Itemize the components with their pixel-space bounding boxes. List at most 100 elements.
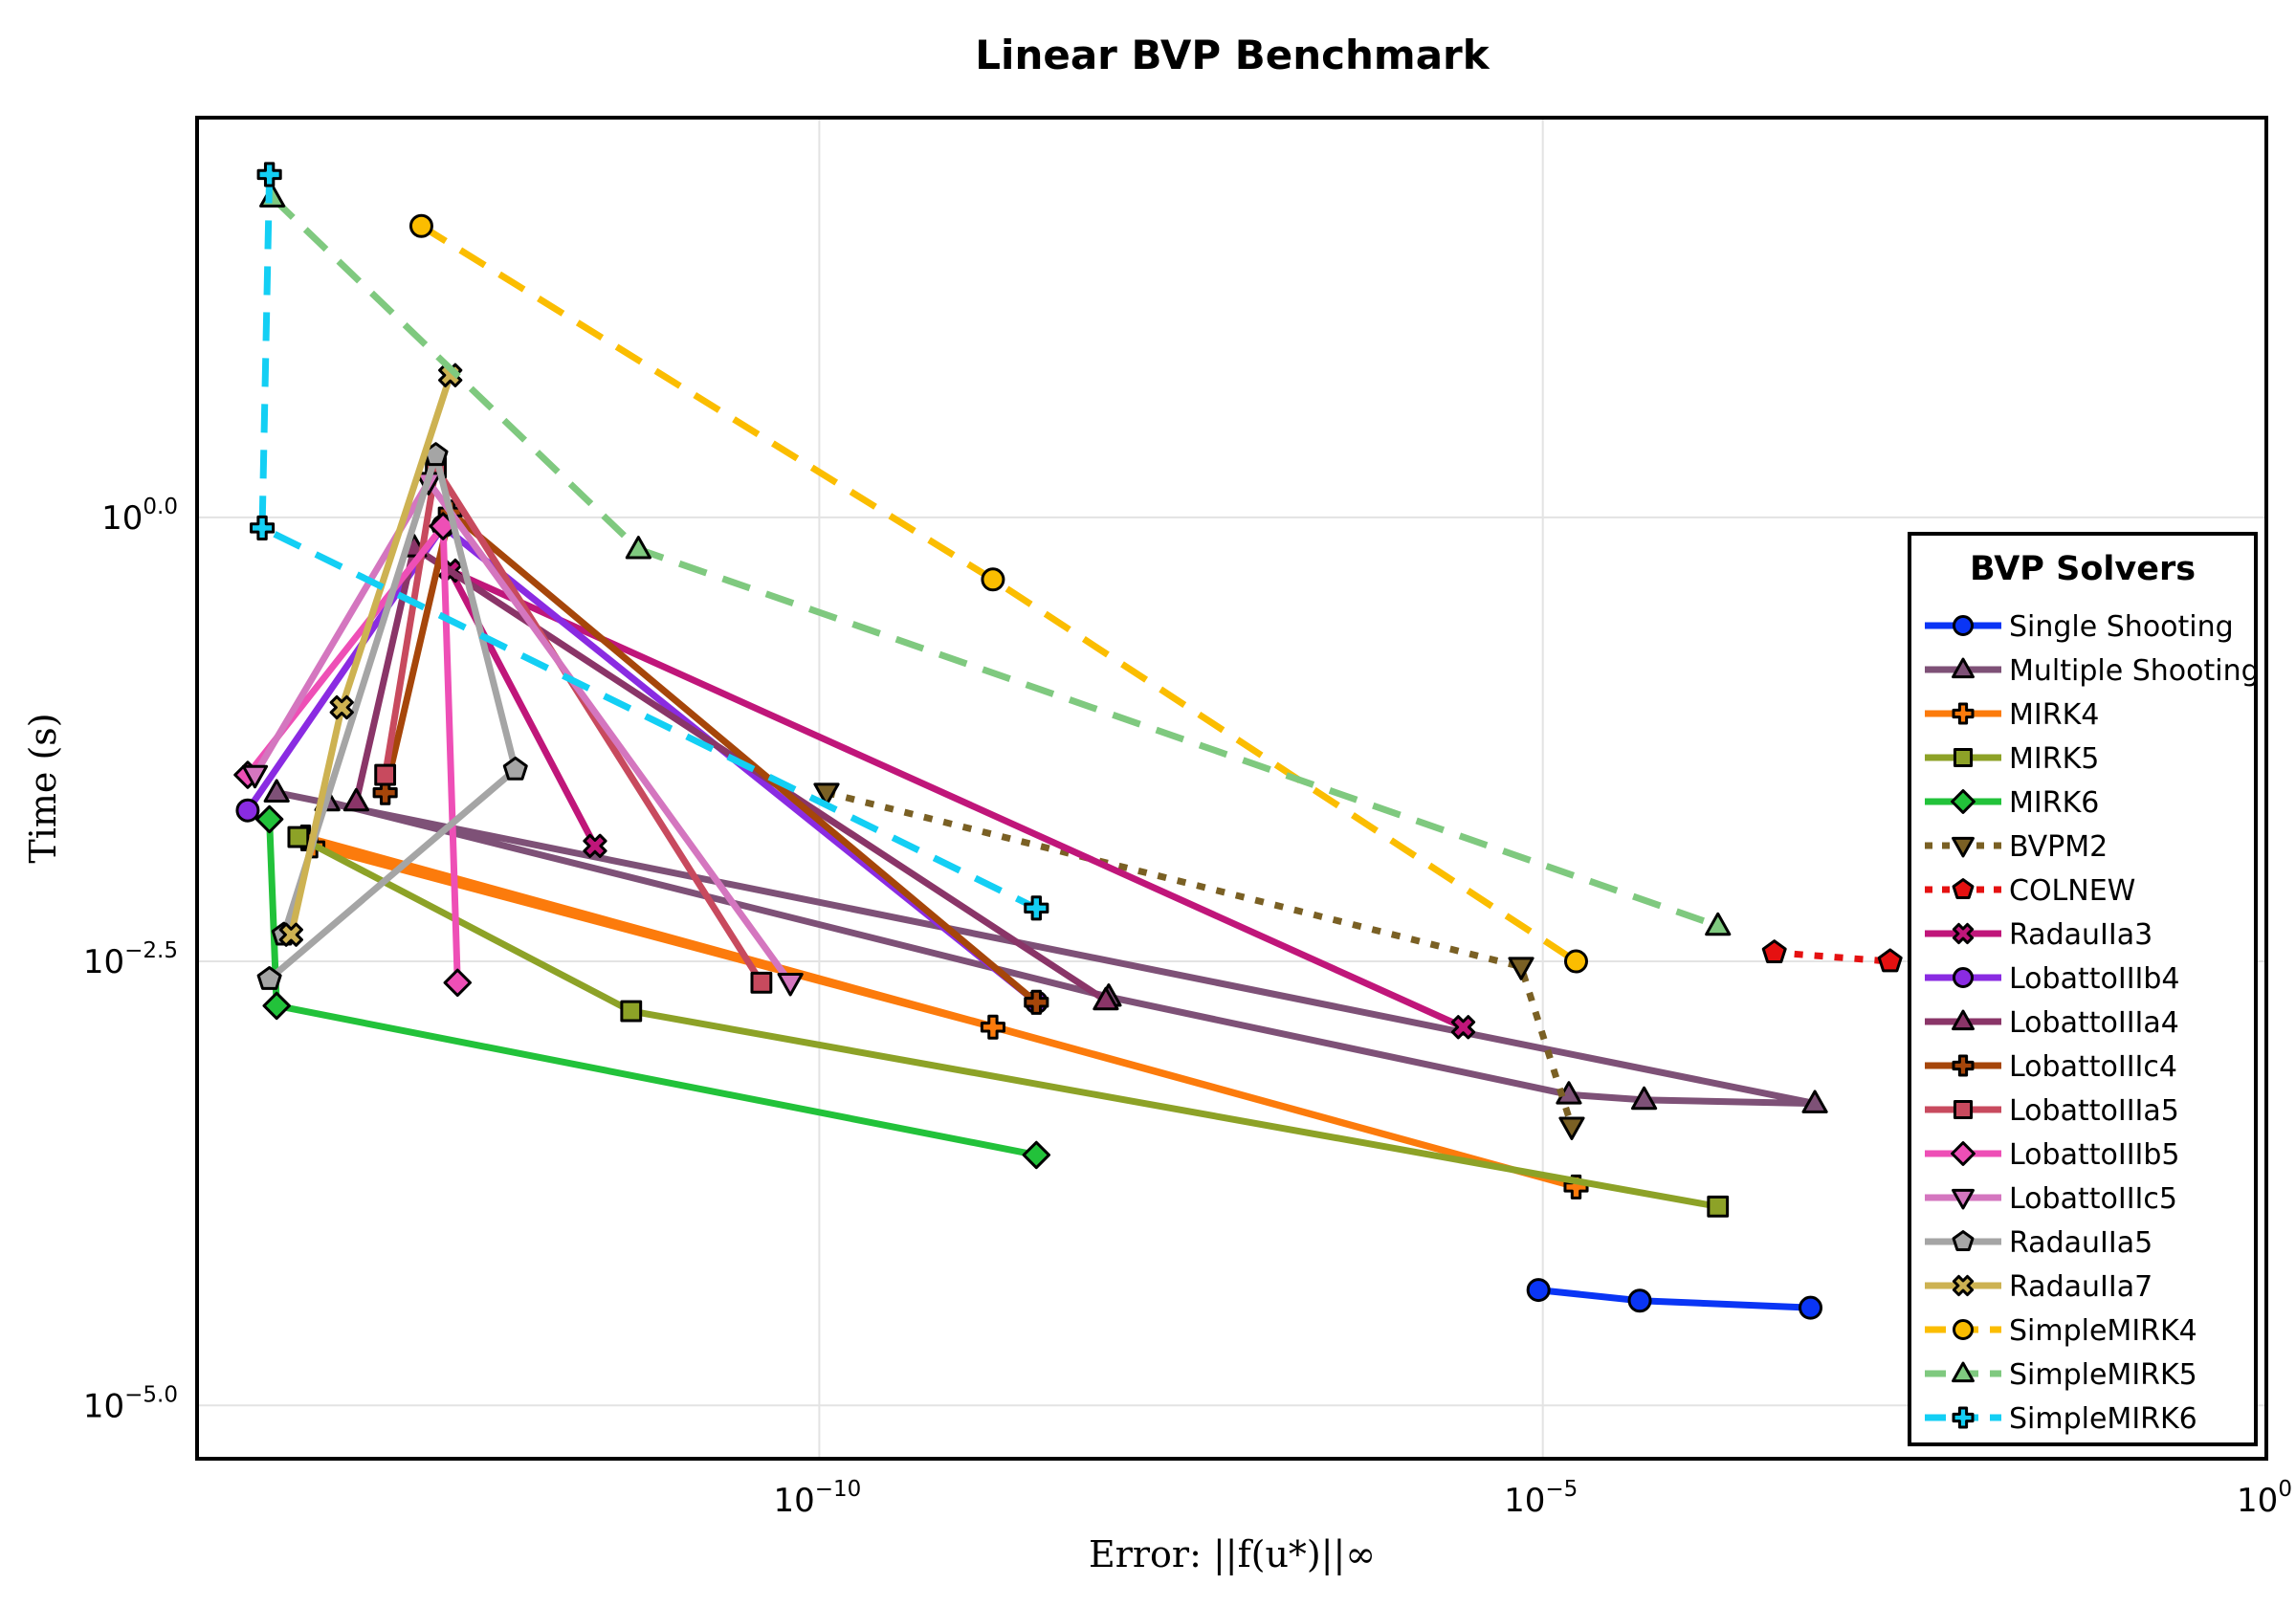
- x-axis-ticks: 10−10 10−5 100: [774, 1477, 2292, 1520]
- legend-label: MIRK4: [2009, 698, 2099, 732]
- legend-swatch-marker: [1952, 1054, 1975, 1077]
- data-point-simplemirk4: [1563, 949, 1588, 974]
- legend-item-radauiia3: RadauIIa3: [1925, 918, 2152, 952]
- series-mirk5: [287, 826, 1730, 1218]
- x-axis-label: Error: ||f(u*)||∞: [1089, 1533, 1376, 1575]
- legend-swatch-marker: [1952, 1406, 1975, 1429]
- data-point-simplemirk5: [1705, 912, 1732, 936]
- legend-label: SimpleMIRK5: [2009, 1358, 2197, 1392]
- data-point-simplemirk6: [1024, 895, 1049, 921]
- legend-items: Single Shooting Multiple Shooting MIRK4 MIR…: [1925, 610, 2260, 1436]
- legend-item-lobattoiiia4: LobattoIIIa4: [1925, 1006, 2179, 1040]
- data-point-radauiia5: [502, 756, 528, 781]
- legend-item-simplemirk5: SimpleMIRK5: [1925, 1358, 2197, 1392]
- series-mirk6: [254, 804, 1051, 1170]
- legend-item-simplemirk4: SimpleMIRK4: [1925, 1314, 2197, 1348]
- data-point-radauiia7: [329, 694, 354, 720]
- series-line-multiple-shooting: [276, 789, 1819, 1108]
- legend-item-lobattoiiic5: LobattoIIIc5: [1925, 1182, 2177, 1216]
- data-point-single-shooting: [1526, 1278, 1551, 1303]
- data-point-lobattoiiib4: [235, 798, 260, 823]
- data-point-multiple-shooting: [263, 779, 290, 803]
- legend-swatch-marker: [1953, 1319, 1974, 1340]
- plot-series: [233, 162, 1903, 1320]
- data-point-single-shooting: [1799, 1295, 1823, 1320]
- legend-label: MIRK6: [2009, 786, 2099, 820]
- data-point-lobattoiiia5: [750, 971, 773, 994]
- series-multiple-shooting: [263, 779, 1828, 1113]
- legend-label: MIRK5: [2009, 742, 2099, 776]
- data-point-radauiia7: [278, 922, 303, 947]
- legend-item-lobattoiiib4: LobattoIIIb4: [1925, 962, 2180, 996]
- data-point-mirk5: [287, 826, 310, 848]
- legend-label: LobattoIIIc5: [2009, 1182, 2177, 1216]
- data-point-lobattoiiic5: [777, 973, 804, 997]
- data-point-bvpm2: [813, 782, 840, 806]
- series-line-radauiia5: [267, 451, 519, 982]
- legend-item-lobattoiiia5: LobattoIIIa5: [1925, 1094, 2179, 1128]
- legend-label: LobattoIIIa5: [2009, 1094, 2179, 1128]
- legend-swatch-marker: [1953, 747, 1974, 768]
- data-point-radauiia3: [583, 833, 607, 858]
- legend-label: COLNEW: [2009, 874, 2135, 908]
- legend-item-radauiia7: RadauIIa7: [1925, 1270, 2152, 1304]
- series-line-mirk4: [304, 833, 1579, 1191]
- data-point-colnew: [1761, 939, 1787, 964]
- data-point-lobattoiiia4: [342, 787, 369, 812]
- y-axis-label: Time (s): [22, 713, 64, 863]
- data-point-simplemirk4: [408, 213, 433, 238]
- series-bvpm2: [813, 782, 1585, 1140]
- data-point-mirk6: [262, 991, 291, 1021]
- legend-item-radauiia5: RadauIIa5: [1925, 1226, 2152, 1260]
- legend-swatch-marker: [1953, 615, 1974, 636]
- legend-swatch-marker: [1952, 878, 1975, 899]
- data-point-bvpm2: [1508, 957, 1534, 980]
- legend-item-lobattoiiib5: LobattoIIIb5: [1925, 1138, 2180, 1172]
- legend-item-multiple-shooting: Multiple Shooting: [1925, 654, 2260, 688]
- legend-swatch-marker: [1952, 1188, 1975, 1210]
- legend-item-bvpm2: BVPM2: [1925, 830, 2108, 864]
- legend-swatch-marker: [1953, 1099, 1974, 1120]
- legend-swatch-marker: [1952, 1274, 1975, 1297]
- legend-item-colnew: COLNEW: [1925, 874, 2135, 908]
- legend-swatch-marker: [1952, 1361, 1975, 1383]
- data-point-simplemirk6: [256, 162, 282, 187]
- chart-title: Linear BVP Benchmark: [975, 32, 1490, 78]
- series-simplemirk4: [408, 213, 1588, 974]
- series-line-bvpm2: [826, 789, 1576, 1128]
- series-simplemirk6: [250, 162, 1049, 921]
- legend-label: SimpleMIRK6: [2009, 1402, 2197, 1436]
- legend-label: Single Shooting: [2009, 610, 2234, 644]
- legend-swatch-marker: [1952, 1230, 1975, 1251]
- legend-label: RadauIIa5: [2009, 1226, 2152, 1260]
- legend-label: BVPM2: [2009, 830, 2108, 864]
- data-point-radauiia5: [256, 966, 282, 990]
- legend: BVP Solvers Single Shooting Multiple Shoo…: [1908, 532, 2260, 1446]
- legend-swatch-marker: [1952, 922, 1975, 945]
- series-line-simplemirk6: [258, 174, 1038, 912]
- legend-swatch-marker: [1952, 1009, 1975, 1031]
- legend-item-simplemirk6: SimpleMIRK6: [1925, 1402, 2197, 1436]
- data-point-radauiia3: [1450, 1015, 1476, 1040]
- data-point-multiple-shooting: [1801, 1090, 1828, 1113]
- data-point-simplemirk6: [250, 515, 276, 541]
- legend-swatch-marker: [1952, 836, 1975, 858]
- data-point-bvpm2: [1558, 1116, 1585, 1140]
- data-point-lobattoiiic5: [241, 764, 269, 789]
- legend-item-mirk4: MIRK4: [1925, 698, 2099, 732]
- data-point-mirk5: [620, 1000, 643, 1023]
- legend-label: LobattoIIIb4: [2009, 962, 2180, 996]
- legend-swatch-marker: [1953, 967, 1974, 988]
- data-point-multiple-shooting: [1630, 1086, 1658, 1111]
- data-point-lobattoiiic4: [372, 780, 398, 805]
- plot-frame: [195, 116, 2268, 1461]
- data-point-lobattoiiib5: [443, 968, 472, 998]
- data-point-mirk6: [254, 804, 284, 834]
- legend-item-mirk5: MIRK5: [1925, 742, 2099, 776]
- data-point-mirk5: [1707, 1195, 1730, 1218]
- legend-item-lobattoiiic4: LobattoIIIc4: [1925, 1050, 2177, 1084]
- data-point-lobattoiiic4: [1024, 989, 1049, 1015]
- legend-label: LobattoIIIa4: [2009, 1006, 2179, 1040]
- data-point-colnew: [1877, 948, 1903, 973]
